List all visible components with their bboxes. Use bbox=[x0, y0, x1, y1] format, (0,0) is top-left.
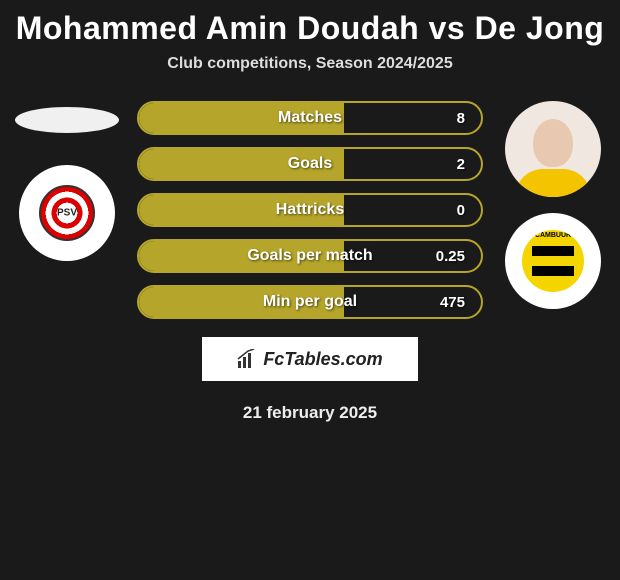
chart-icon bbox=[237, 349, 257, 369]
stat-row-min-per-goal: Min per goal 475 bbox=[137, 285, 483, 319]
page-title: Mohammed Amin Doudah vs De Jong bbox=[0, 10, 620, 47]
stat-label: Goals per match bbox=[139, 247, 481, 265]
club-right-badge: CAMBUUR bbox=[505, 213, 601, 309]
date-label: 21 february 2025 bbox=[0, 403, 620, 423]
stat-value: 475 bbox=[440, 294, 465, 311]
branding-box: FcTables.com bbox=[202, 337, 418, 381]
stat-label: Min per goal bbox=[139, 293, 481, 311]
stat-value: 8 bbox=[457, 110, 465, 127]
stat-label: Matches bbox=[139, 109, 481, 127]
stat-value: 0.25 bbox=[436, 248, 465, 265]
psv-logo-icon bbox=[39, 185, 95, 241]
player-right-avatar bbox=[505, 101, 601, 197]
club-left-badge bbox=[19, 165, 115, 261]
stat-row-goals: Goals 2 bbox=[137, 147, 483, 181]
stat-row-hattricks: Hattricks 0 bbox=[137, 193, 483, 227]
player-left-avatar bbox=[15, 107, 119, 133]
stats-column: Matches 8 Goals 2 Hattricks 0 Goals per … bbox=[137, 101, 483, 319]
stat-label: Hattricks bbox=[139, 201, 481, 219]
stat-row-matches: Matches 8 bbox=[137, 101, 483, 135]
stat-value: 0 bbox=[457, 202, 465, 219]
club-right-label: CAMBUUR bbox=[522, 232, 584, 239]
stat-row-goals-per-match: Goals per match 0.25 bbox=[137, 239, 483, 273]
subtitle: Club competitions, Season 2024/2025 bbox=[0, 55, 620, 73]
brand-text: FcTables.com bbox=[263, 349, 382, 370]
stat-label: Goals bbox=[139, 155, 481, 173]
cambuur-logo-icon: CAMBUUR bbox=[522, 230, 584, 292]
stat-value: 2 bbox=[457, 156, 465, 173]
left-column bbox=[15, 101, 119, 261]
right-column: CAMBUUR bbox=[501, 101, 605, 309]
